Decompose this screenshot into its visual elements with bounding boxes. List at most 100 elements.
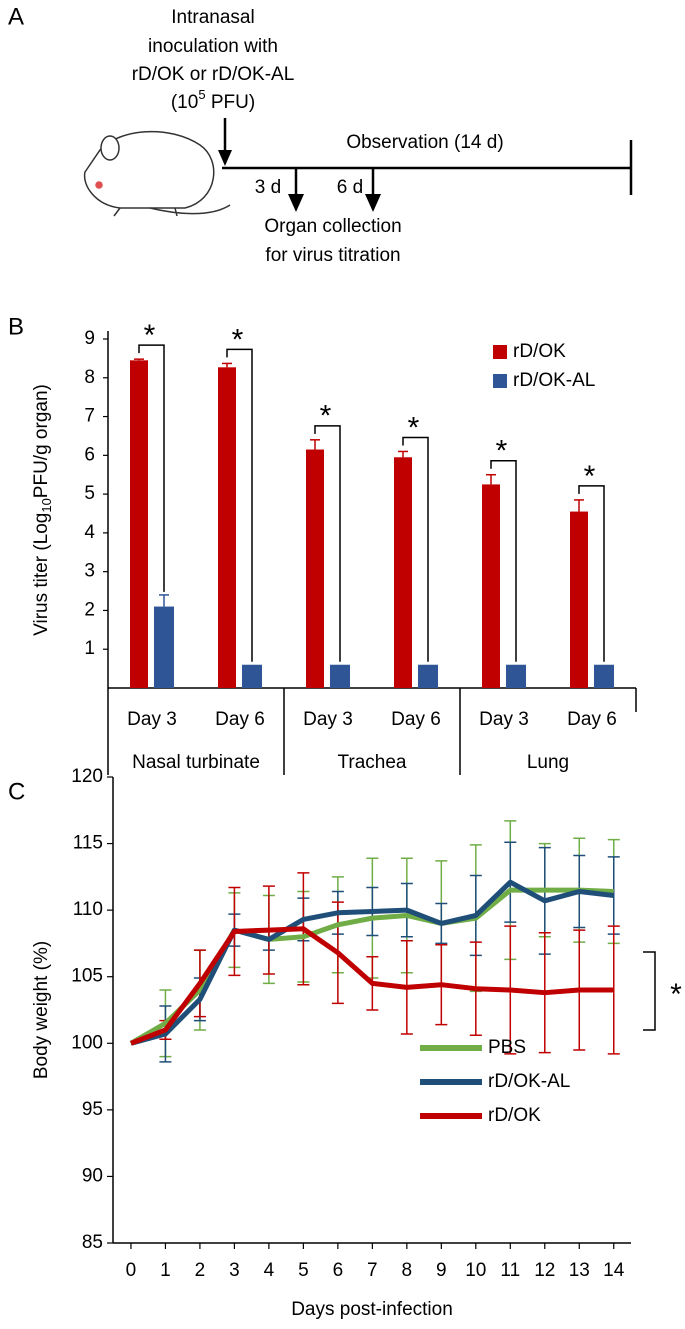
x-tick-label: 8 — [402, 1260, 413, 1281]
y-tick-label: 9 — [84, 328, 95, 349]
x-tick-label: 12 — [534, 1260, 555, 1281]
error-bar — [398, 450, 408, 458]
x-tick-label: 13 — [569, 1260, 590, 1281]
significance-mark: * — [408, 411, 420, 444]
y-tick-label: 3 — [84, 561, 95, 582]
panel-label: B — [8, 313, 24, 340]
y-tick-label: 6 — [84, 444, 95, 465]
significance-mark: * — [496, 435, 508, 468]
dose-exp: 5 — [198, 87, 205, 102]
y-title-part: PFU/g organ) — [31, 384, 52, 498]
significance-mark: * — [320, 400, 332, 433]
bar — [394, 457, 412, 688]
error-bar — [486, 473, 496, 485]
x-tick-label: 10 — [465, 1260, 486, 1281]
panel-label: C — [8, 778, 25, 805]
y-tick-label: 2 — [84, 599, 95, 620]
x-tick-label: Day 3 — [127, 709, 177, 730]
bar — [570, 511, 588, 688]
timeline — [218, 118, 633, 212]
legend-label: rD/OK-AL — [488, 1071, 570, 1092]
y-tick-label: 95 — [82, 1099, 103, 1120]
bar — [330, 664, 350, 688]
x-tick-label: Day 6 — [391, 709, 441, 730]
x-tick-label: 3 — [229, 1260, 240, 1281]
x-tick-label: 2 — [195, 1260, 206, 1281]
y-tick-label: 120 — [71, 766, 103, 787]
bar — [218, 367, 236, 688]
significance-mark: * — [232, 323, 244, 356]
series-line — [130, 879, 615, 1046]
inoculation-text: Intranasal — [171, 7, 254, 28]
bar — [418, 664, 438, 688]
legend-swatch — [493, 345, 507, 359]
dose-base: (10 — [171, 92, 198, 113]
dose-text: (105 PFU) — [171, 87, 255, 113]
y-tick-label: 8 — [84, 367, 95, 388]
bar — [130, 360, 148, 688]
panel-label: A — [8, 3, 24, 30]
y-tick-label: 110 — [73, 899, 103, 920]
legend-label: rD/OK — [513, 341, 566, 362]
x-tick-label: 6 — [333, 1260, 344, 1281]
group-label: Nasal turbinate — [132, 752, 260, 773]
y-tick-label: 90 — [82, 1165, 103, 1186]
x-axis-title: Days post-infection — [291, 1299, 453, 1320]
day-text: 6 d — [337, 177, 363, 198]
bar — [482, 484, 500, 688]
legend-swatch — [493, 374, 507, 388]
x-tick-label: 11 — [500, 1260, 520, 1281]
collection-text: Organ collection — [264, 216, 401, 237]
error-bar — [310, 439, 320, 450]
x-tick-label: 5 — [298, 1260, 309, 1281]
y-tick-label: 7 — [84, 406, 95, 427]
significance-bracket — [226, 348, 253, 662]
x-tick-label: Day 6 — [215, 709, 265, 730]
series-line — [130, 926, 614, 1046]
error-bar — [607, 925, 620, 1055]
significance-mark: * — [584, 460, 596, 493]
significance-mark: * — [670, 978, 682, 1011]
bar — [306, 449, 324, 688]
error-bar — [222, 362, 232, 368]
y-axis-title: Body weight (%) — [31, 941, 52, 1079]
significance-bracket — [314, 425, 341, 662]
x-tick-label: 9 — [436, 1260, 447, 1281]
error-bar — [574, 499, 584, 512]
y-tick-label: 5 — [84, 483, 95, 504]
significance-bracket — [578, 485, 605, 662]
x-tick-label: 1 — [160, 1260, 171, 1281]
y-tick-label: 1 — [84, 638, 95, 659]
legend-label: rD/OK — [488, 1105, 541, 1126]
day-text: 3 d — [255, 177, 281, 198]
inoculation-text: rD/OK or rD/OK-AL — [132, 64, 295, 85]
x-tick-label: 0 — [126, 1260, 137, 1281]
group-label: Trachea — [338, 752, 407, 773]
y-title-part: Virus titer (Log — [31, 513, 52, 636]
legend-label: PBS — [488, 1037, 526, 1058]
error-bar — [159, 594, 169, 607]
observation-text: Observation (14 d) — [346, 132, 503, 153]
significance-bracket — [402, 436, 429, 662]
x-tick-label: Day 3 — [479, 709, 529, 730]
y-title-sub: 10 — [39, 498, 54, 512]
mouse-icon — [83, 130, 231, 217]
significance-mark: * — [144, 319, 156, 352]
y-tick-label: 4 — [84, 522, 95, 543]
x-tick-label: 14 — [603, 1260, 625, 1281]
bar — [154, 606, 174, 688]
x-tick-label: Day 6 — [567, 709, 617, 730]
y-tick-label: 85 — [82, 1232, 103, 1253]
y-tick-label: 105 — [71, 966, 103, 987]
y-tick-label: 115 — [73, 833, 103, 854]
significance-bracket — [138, 344, 165, 592]
collection-text: for virus titration — [265, 245, 400, 266]
inoculation-text: inoculation with — [148, 36, 278, 57]
group-label: Lung — [527, 752, 569, 773]
error-bar — [134, 358, 144, 361]
y-axis-title: Virus titer (Log10PFU/g organ) — [31, 384, 54, 636]
bar — [242, 664, 262, 688]
x-tick-label: 4 — [264, 1260, 275, 1281]
